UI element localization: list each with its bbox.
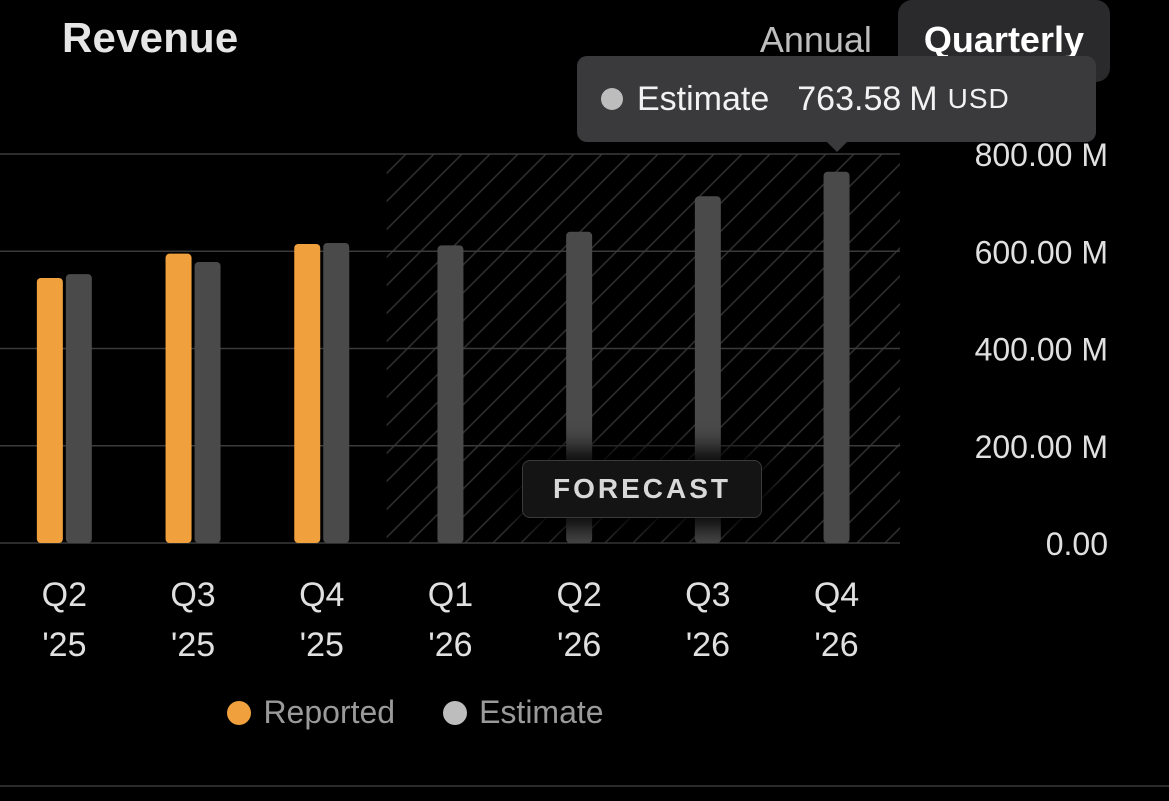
y-tick-label: 600.00 M xyxy=(975,234,1108,270)
bar-estimate xyxy=(65,274,92,543)
legend-label-reported: Reported xyxy=(263,694,396,730)
x-tick-quarter: Q4 xyxy=(299,576,344,614)
bar-estimate xyxy=(823,171,850,543)
x-tick-year: '26 xyxy=(557,626,601,664)
legend-label-estimate: Estimate xyxy=(479,694,604,730)
bar-estimate xyxy=(194,261,221,543)
legend-item-estimate[interactable]: Estimate xyxy=(443,694,604,731)
x-tick-quarter: Q1 xyxy=(428,576,473,614)
bar-estimate xyxy=(694,196,721,543)
x-tick-quarter: Q2 xyxy=(556,576,601,614)
y-tick-label: 400.00 M xyxy=(975,332,1108,368)
tab-annual[interactable]: Annual xyxy=(759,19,872,60)
bar-reported xyxy=(165,253,192,543)
y-tick-label: 0.00 xyxy=(1046,526,1108,562)
bar-reported xyxy=(294,243,321,544)
tooltip-pointer-icon xyxy=(826,141,848,152)
estimate-dot-icon xyxy=(601,88,623,110)
tooltip-value: 763.58 xyxy=(797,79,902,118)
tooltip-currency: USD xyxy=(947,83,1010,114)
x-tick-year: '25 xyxy=(171,626,215,664)
y-tick-label: 800.00 M xyxy=(975,137,1108,173)
tooltip-series-name: Estimate xyxy=(637,79,770,118)
x-tick-year: '25 xyxy=(300,626,344,664)
x-tick-quarter: Q3 xyxy=(685,576,730,614)
x-tick-quarter: Q2 xyxy=(42,576,87,614)
tooltip-unit: M xyxy=(909,79,938,118)
value-tooltip: Estimate 763.58 M USD xyxy=(577,56,1096,142)
bar-estimate xyxy=(437,245,464,544)
chart-title: Revenue xyxy=(62,14,239,61)
x-tick-quarter: Q3 xyxy=(170,576,215,614)
bottom-divider xyxy=(0,785,1169,787)
x-tick-year: '26 xyxy=(428,626,472,664)
reported-dot-icon xyxy=(227,700,252,725)
legend-item-reported[interactable]: Reported xyxy=(227,694,395,731)
x-tick-year: '25 xyxy=(42,626,86,664)
x-tick-year: '26 xyxy=(814,626,858,664)
chart-legend: Reported Estimate xyxy=(0,694,1169,731)
x-tick-quarter: Q4 xyxy=(814,576,859,614)
forecast-badge: FORECAST xyxy=(522,460,762,518)
bar-reported xyxy=(36,277,63,543)
estimate-dot-icon xyxy=(443,700,468,725)
bar-estimate xyxy=(323,242,350,543)
y-tick-label: 200.00 M xyxy=(975,429,1108,465)
x-tick-year: '26 xyxy=(686,626,730,664)
